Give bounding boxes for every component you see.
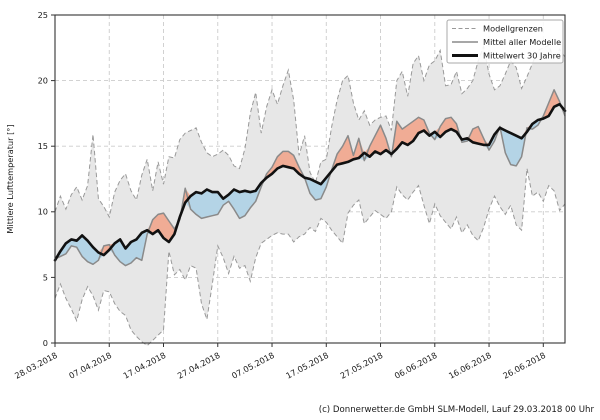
chart-caption: (c) Donnerwetter.de GmbH SLM-Modell, Lau… [319,405,595,415]
legend-label: Modellgrenzen [483,23,543,33]
model-spread-band [55,45,565,346]
model-mean-line [54,89,566,267]
legend-label: Mittelwert 30 Jahre [483,50,561,60]
x-tick-label: 27.05.2018 [338,350,384,381]
model-max-bound [54,44,566,219]
model-min-bound [54,168,566,347]
y-tick-label: 10 [38,207,48,217]
y-tick-label: 15 [38,141,48,151]
legend-box [446,19,564,64]
y-axis-label: Mittlere Lufttemperatur [°] [5,124,15,233]
x-tick-label: 28.03.2018 [13,350,59,381]
data-lines [53,89,567,267]
x-tick-label: 16.06.2018 [447,350,493,381]
x-tick-label: 07.04.2018 [67,350,113,381]
climate-mean-line [53,102,567,262]
legend: Modellgrenzen Mittel aller Modelle Mittelw… [446,19,564,64]
model-envelope [54,44,566,347]
x-tick-label: 27.04.2018 [176,350,222,381]
legend-label: Mittel aller Modelle [483,37,561,47]
y-tick-label: 5 [43,272,48,282]
x-tick-label: 07.05.2018 [230,350,276,381]
x-tick-label: 26.06.2018 [501,350,547,381]
y-tick-label: 25 [38,10,48,20]
y-tick-label: 20 [38,76,48,86]
y-tick-label: 0 [43,338,48,348]
cold-anomaly-fill [55,104,565,266]
plot-border [54,14,566,344]
x-tick-label: 17.04.2018 [121,350,167,381]
x-tick-label: 17.05.2018 [284,350,330,381]
x-tick-label: 06.06.2018 [393,350,439,381]
